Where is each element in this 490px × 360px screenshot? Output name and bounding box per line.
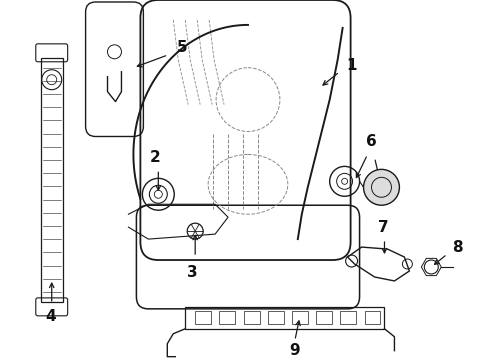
Bar bbox=[365, 311, 381, 324]
Text: 3: 3 bbox=[187, 265, 197, 280]
Text: 5: 5 bbox=[177, 40, 188, 55]
Bar bbox=[292, 311, 308, 324]
Bar bbox=[268, 311, 284, 324]
Circle shape bbox=[364, 169, 399, 205]
Bar bbox=[244, 311, 260, 324]
Text: 1: 1 bbox=[346, 58, 357, 73]
Bar bbox=[41, 58, 63, 302]
Text: 9: 9 bbox=[290, 343, 300, 358]
Text: 7: 7 bbox=[378, 220, 389, 235]
Text: 6: 6 bbox=[366, 134, 377, 149]
Bar bbox=[185, 307, 385, 329]
Text: 8: 8 bbox=[452, 239, 463, 255]
Bar bbox=[220, 311, 235, 324]
Bar bbox=[341, 311, 356, 324]
Text: 4: 4 bbox=[46, 309, 56, 324]
Bar bbox=[316, 311, 332, 324]
Text: 2: 2 bbox=[150, 150, 161, 165]
Bar bbox=[195, 311, 211, 324]
